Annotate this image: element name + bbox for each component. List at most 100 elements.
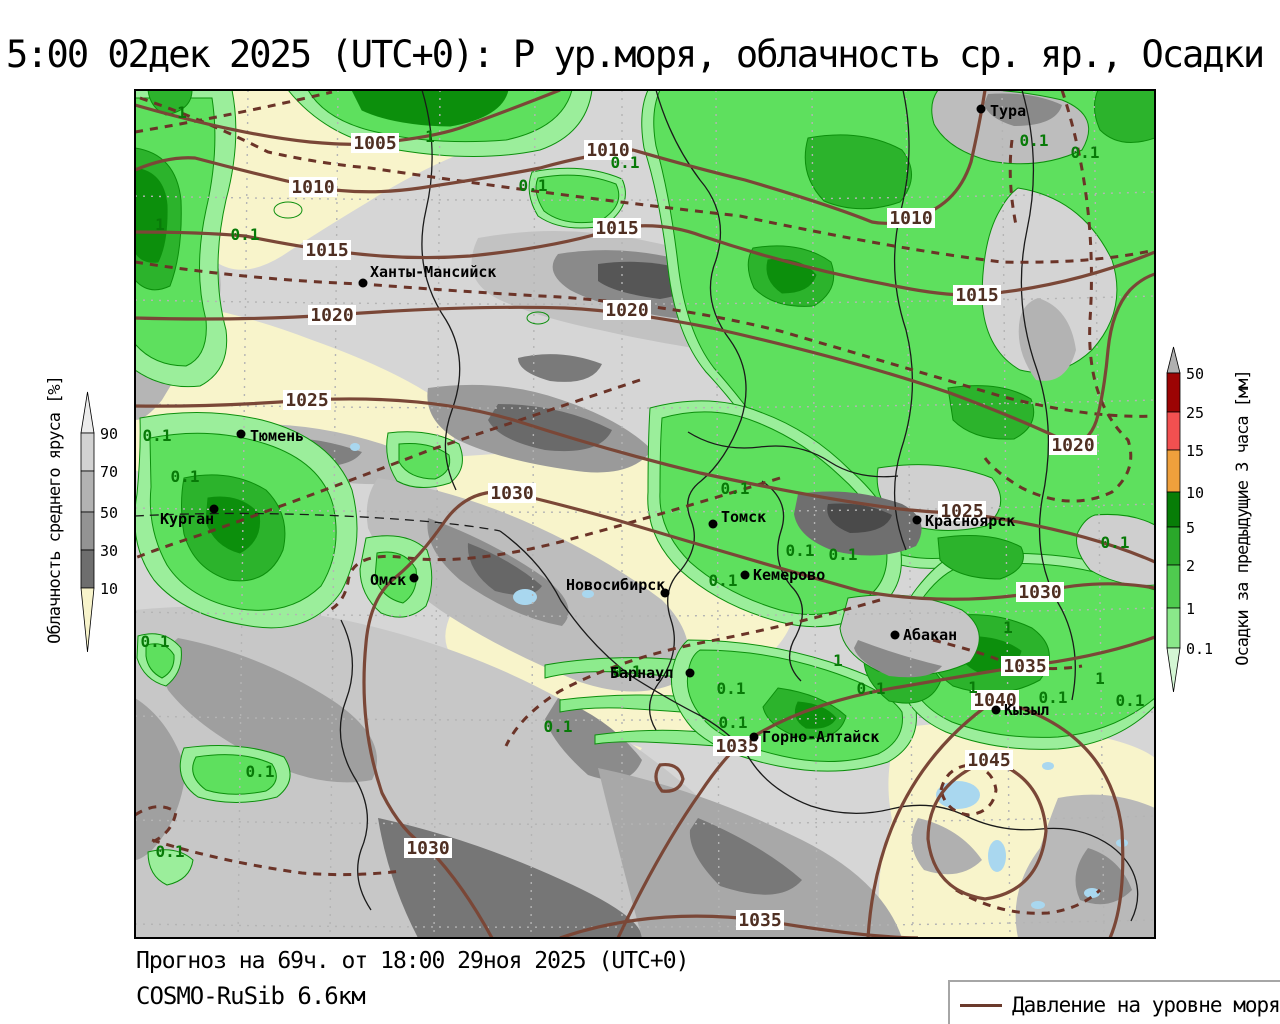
city-label: Кемерово <box>753 566 825 584</box>
precip-tick: 5 <box>1186 519 1195 537</box>
precip-label: 1 <box>833 651 843 670</box>
isobar-label: 1015 <box>305 240 348 261</box>
precip-label: 0.1 <box>786 541 815 560</box>
city-label: Абакан <box>903 626 957 644</box>
city-khanty-mansiysk: Ханты-Мансийск <box>358 263 496 288</box>
precip-label: 1 <box>177 103 187 122</box>
city-omsk: Омск <box>370 571 419 589</box>
isobar-line-sample <box>960 1003 1002 1007</box>
city-label: Кызыл <box>1004 701 1049 719</box>
isobar-label: 1035 <box>715 736 758 757</box>
precip-label: 0.1 <box>143 426 172 445</box>
precip-label: 0.1 <box>1020 131 1049 150</box>
isobar-label: 1010 <box>889 208 932 229</box>
cloudiness-colorbar-title: Облачность среднего яруса [%] <box>45 376 65 644</box>
pressure-legend-label: Давление на уровне моря <box>1012 993 1280 1017</box>
cloudiness-colorbar: 90 70 50 30 10 Облачность среднего яруса… <box>45 376 118 653</box>
precip-label: 0.1 <box>171 467 200 486</box>
precip-label: 0.1 <box>857 679 886 698</box>
precip-label: 0.1 <box>246 762 275 781</box>
city-kyzyl: Кызыл <box>991 701 1049 719</box>
city-label: Барнаул <box>610 664 673 682</box>
precip-tick: 2 <box>1186 557 1195 575</box>
isobar-label: 1035 <box>1003 656 1046 677</box>
city-tomsk: Томск <box>708 508 766 529</box>
precip-label: 0.1 <box>709 571 738 590</box>
city-gorno-altaysk: Горно-Алтайск <box>749 728 879 746</box>
precip-tick: 50 <box>1186 365 1204 383</box>
precip-label: 0.1 <box>1101 533 1130 552</box>
model-info: COSMO-RuSib 6.6км <box>136 982 366 1010</box>
isobar-label: 1045 <box>967 750 1010 771</box>
city-krasnoyarsk: Красноярск <box>912 512 1015 530</box>
precip-tick: 15 <box>1186 442 1204 460</box>
city-barnaul: Барнаул <box>610 664 695 682</box>
precip-label: 1 <box>425 127 435 146</box>
isobar-label: 1015 <box>595 218 638 239</box>
precip-label: 0.1 <box>156 842 185 861</box>
isobar-label: 1040 <box>973 690 1016 711</box>
isobar-labels: 1005 1010 1010 1010 1015 1015 1015 1020 … <box>283 133 1097 931</box>
precip-label: 0.1 <box>829 545 858 564</box>
isobar-label: 1010 <box>586 140 629 161</box>
cloudiness-tick: 10 <box>100 580 118 598</box>
isobar-label: 1030 <box>1018 582 1061 603</box>
precip-label: 0.1 <box>717 679 746 698</box>
isobar-label: 1020 <box>605 300 648 321</box>
precip-label: 0.1 <box>544 717 573 736</box>
precip-label: 1 <box>1003 618 1013 637</box>
precip-tick: 1 <box>1186 600 1195 618</box>
borders-layer <box>135 90 1139 922</box>
isobar-label: 1020 <box>310 305 353 326</box>
isobar-label: 1020 <box>1051 435 1094 456</box>
precip-label: 0.1 <box>721 479 750 498</box>
cloudiness-tick: 70 <box>100 463 118 481</box>
precip-label: 0.1 <box>1039 688 1068 707</box>
cities-layer: Тура Ханты-Мансийск Тюмень Курган Омск Н… <box>160 102 1049 746</box>
precip-labels: 0.1 0.1 0.1 0.1 0.1 0.1 0.1 0.1 0.1 0.1 … <box>141 103 1145 861</box>
city-label: Горно-Алтайск <box>762 728 879 746</box>
precip-label: 0.1 <box>519 176 548 195</box>
isobar-label: 1005 <box>353 133 396 154</box>
precip-layer <box>135 90 1155 886</box>
pressure-legend: Давление на уровне моря <box>948 980 1280 1024</box>
isobar-label: 1035 <box>738 910 781 931</box>
map-canvas: 1005 1010 1010 1010 1015 1015 1015 1020 … <box>135 90 1155 938</box>
page-title: 5:00 02дек 2025 (UTC+0): Р ур.моря, обла… <box>6 33 1265 76</box>
city-tyumen: Тюмень <box>236 427 304 445</box>
city-label: Курган <box>160 510 214 528</box>
city-label: Тура <box>990 102 1026 120</box>
isobar-label: 1025 <box>940 501 983 522</box>
precip-label: 1 <box>1095 669 1105 688</box>
precip-label: 0.1 <box>141 632 170 651</box>
isobar-dashed-layer <box>135 90 1155 915</box>
city-label: Ханты-Мансийск <box>370 263 496 281</box>
isobar-label: 1030 <box>490 483 533 504</box>
precip-label: 0.1 <box>1071 143 1100 162</box>
precip-label: 0.1 <box>1116 691 1145 710</box>
city-abakan: Абакан <box>890 626 957 644</box>
map-frame <box>134 89 1156 939</box>
precip-label: 0.1 <box>231 225 260 244</box>
isobar-label: 1010 <box>291 177 334 198</box>
cloudiness-tick: 30 <box>100 542 118 560</box>
precip-tick: 10 <box>1186 484 1204 502</box>
city-label: Омск <box>370 571 406 589</box>
city-label: Тюмень <box>250 427 304 445</box>
isobar-label: 1030 <box>406 838 449 859</box>
forecast-info: Прогноз на 69ч. от 18:00 29ноя 2025 (UTC… <box>136 948 689 974</box>
city-kurgan: Курган <box>160 504 219 528</box>
precip-colorbar-title: Осадки за предыдущие 3 часа [мм] <box>1233 370 1253 666</box>
precip-colorbar: 50 25 15 10 5 2 1 0.1 Осадки за предыдущ… <box>1166 346 1253 693</box>
precip-label: 1 <box>968 678 978 697</box>
precip-label: 0.1 <box>613 662 642 681</box>
isobar-label: 1025 <box>285 390 328 411</box>
city-label: Новосибирск <box>566 576 665 594</box>
precip-label: 1 <box>155 215 165 234</box>
city-novosibirsk: Новосибирск <box>566 576 670 598</box>
precip-label: 0.1 <box>611 153 640 172</box>
city-label: Томск <box>721 508 766 526</box>
precip-tick: 0.1 <box>1186 640 1213 658</box>
